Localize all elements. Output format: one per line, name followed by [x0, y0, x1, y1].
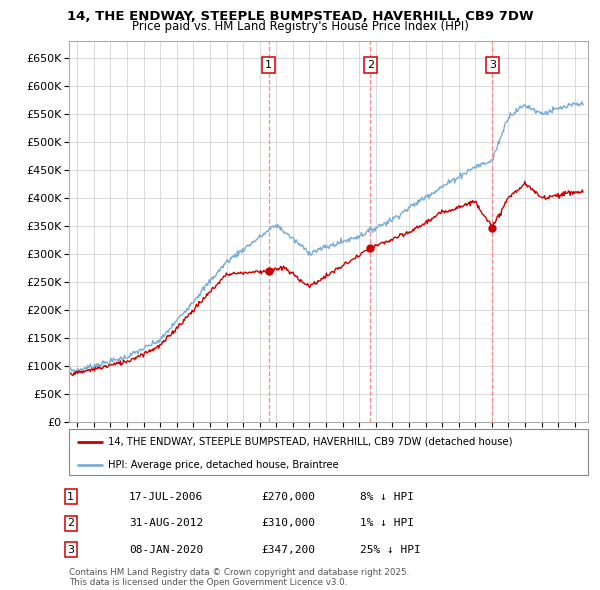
Text: 1: 1: [265, 60, 272, 70]
Text: 08-JAN-2020: 08-JAN-2020: [129, 545, 203, 555]
Text: £270,000: £270,000: [261, 492, 315, 502]
Text: 2: 2: [67, 519, 74, 528]
Text: 25% ↓ HPI: 25% ↓ HPI: [360, 545, 421, 555]
Text: 1: 1: [67, 492, 74, 502]
Text: £310,000: £310,000: [261, 519, 315, 528]
Text: 14, THE ENDWAY, STEEPLE BUMPSTEAD, HAVERHILL, CB9 7DW (detached house): 14, THE ENDWAY, STEEPLE BUMPSTEAD, HAVER…: [108, 437, 512, 447]
Text: 1% ↓ HPI: 1% ↓ HPI: [360, 519, 414, 528]
Text: 3: 3: [489, 60, 496, 70]
Text: £347,200: £347,200: [261, 545, 315, 555]
Text: 8% ↓ HPI: 8% ↓ HPI: [360, 492, 414, 502]
Text: 14, THE ENDWAY, STEEPLE BUMPSTEAD, HAVERHILL, CB9 7DW: 14, THE ENDWAY, STEEPLE BUMPSTEAD, HAVER…: [67, 10, 533, 23]
Text: 3: 3: [67, 545, 74, 555]
FancyBboxPatch shape: [69, 429, 588, 475]
Text: 2: 2: [367, 60, 374, 70]
Text: 31-AUG-2012: 31-AUG-2012: [129, 519, 203, 528]
Text: 17-JUL-2006: 17-JUL-2006: [129, 492, 203, 502]
Text: Contains HM Land Registry data © Crown copyright and database right 2025.
This d: Contains HM Land Registry data © Crown c…: [69, 568, 409, 587]
Text: HPI: Average price, detached house, Braintree: HPI: Average price, detached house, Brai…: [108, 460, 338, 470]
Text: Price paid vs. HM Land Registry's House Price Index (HPI): Price paid vs. HM Land Registry's House …: [131, 20, 469, 33]
